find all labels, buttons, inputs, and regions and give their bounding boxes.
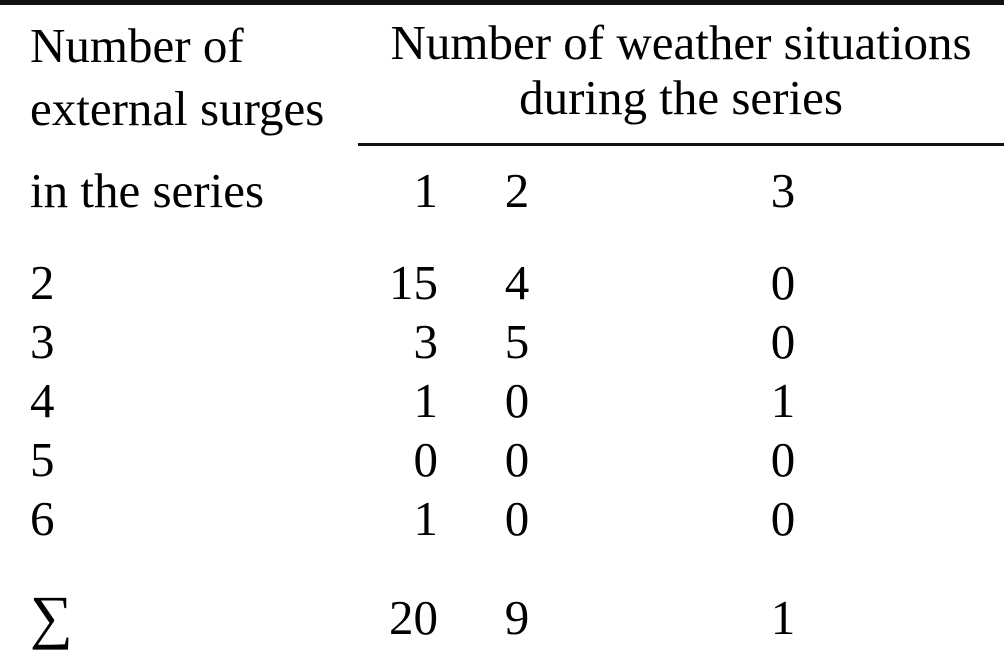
cell-value: 1: [413, 491, 439, 546]
cell-value: 0: [413, 432, 439, 487]
column-header-3: 3: [770, 163, 796, 218]
cell-value: 5: [504, 314, 530, 369]
sum-row: ∑ 20 9 1: [0, 573, 1004, 662]
table-row: 5 0 0 0: [0, 430, 1004, 489]
column-group-header-line-2: during the series: [519, 70, 843, 125]
row-header-line-1: Number of: [30, 18, 244, 73]
cell-value: 0: [770, 255, 796, 310]
column-headers-row: 1 2 3: [358, 162, 1004, 219]
table-bottom-rule: [0, 0, 1004, 4]
table-header: Number of external surges in the series …: [0, 5, 1004, 242]
row-label: 3: [30, 314, 55, 369]
column-group-header-line-1: Number of weather situations: [390, 15, 972, 70]
table-row: 2 15 4 0: [0, 253, 1004, 312]
column-header-2: 2: [504, 163, 530, 218]
cell-value: 3: [413, 314, 439, 369]
row-header-line-3: in the series: [30, 163, 265, 218]
column-header-1: 1: [413, 163, 439, 218]
cell-value: 1: [413, 373, 439, 428]
cell-value: 15: [389, 255, 438, 310]
table-row: 4 1 0 1: [0, 371, 1004, 430]
sum-value: 1: [770, 590, 796, 645]
row-label: 2: [30, 255, 55, 310]
cell-value: 1: [770, 373, 796, 428]
cell-value: 0: [770, 432, 796, 487]
table-body: 2 15 4 0 3 3 5 0 4 1 0 1 5 0 0 0 6 1 0 0: [0, 245, 1004, 570]
sum-value: 9: [504, 590, 530, 645]
cell-value: 0: [504, 432, 530, 487]
sum-sigma-symbol: ∑: [30, 584, 73, 650]
sum-value: 20: [389, 590, 438, 645]
row-label: 6: [30, 491, 55, 546]
cell-value: 0: [504, 491, 530, 546]
row-header-line-2: external surges: [30, 81, 325, 136]
cell-value: 4: [504, 255, 530, 310]
cell-value: 0: [770, 314, 796, 369]
row-label: 5: [30, 432, 55, 487]
column-group-rule: [358, 143, 1004, 146]
table-row: 6 1 0 0: [0, 489, 1004, 548]
table-row: 3 3 5 0: [0, 312, 1004, 371]
row-label: 4: [30, 373, 55, 428]
cell-value: 0: [504, 373, 530, 428]
cell-value: 0: [770, 491, 796, 546]
